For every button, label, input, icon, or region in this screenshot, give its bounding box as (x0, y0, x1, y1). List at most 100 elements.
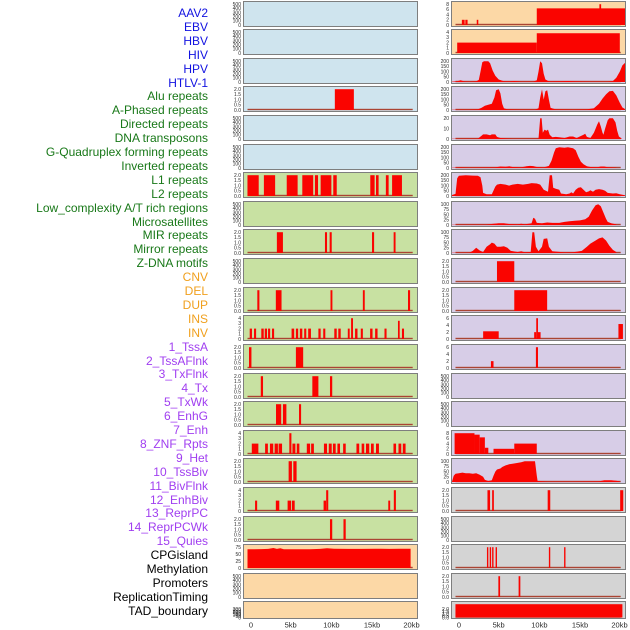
axis-tick-label: 0.0 (234, 308, 241, 314)
axis-tick-label: 2 (238, 327, 241, 333)
track-plot (452, 374, 625, 398)
plot-shape (495, 547, 497, 569)
track-plot (455, 3, 625, 25)
track-box (451, 515, 626, 542)
axis-tick-label: 200 (233, 43, 242, 49)
row-label: 1_TssA (168, 339, 208, 354)
axis-tick-label: 2.0 (234, 402, 241, 408)
plot-shape (534, 332, 537, 340)
axis-tick-label: 500 (233, 2, 242, 8)
plot-shape (489, 547, 492, 569)
axis-tick-label: 3 (238, 322, 241, 328)
axis-tick-label: 10kb (323, 620, 339, 629)
axis-tick-label: 0.5 (234, 418, 241, 424)
row-label: Methylation (146, 562, 208, 577)
plot-shape (452, 146, 617, 168)
axis-tick-label: 200 (233, 272, 242, 278)
axis-tick-label: 500 (233, 30, 242, 36)
plot-shape (249, 347, 252, 368)
plot-shape (337, 443, 341, 454)
axis-tick-label: 100 (441, 459, 450, 465)
axis-tick-label: 0 (238, 509, 241, 515)
axis-tick-label: 1.5 (442, 550, 449, 556)
track-plot (247, 490, 413, 512)
track-box (451, 401, 626, 428)
axis-tick-label: 0 (446, 337, 449, 343)
track-box (243, 200, 418, 227)
plot-shape (535, 347, 538, 368)
axis-tick-label: 2.0 (234, 345, 241, 351)
row-label: L2 repeats (151, 186, 208, 201)
track-plot (455, 289, 621, 311)
row-label: DUP (182, 297, 208, 312)
axis-tick-label: 100 (233, 161, 242, 167)
axis-tick-label: 0 (446, 366, 449, 372)
axis-tick-label: 0 (446, 137, 449, 143)
track-box (243, 0, 418, 27)
plot-shape (518, 576, 521, 597)
plot-shape (347, 328, 350, 340)
plot-shape (564, 547, 566, 569)
plot-shape (334, 89, 354, 111)
plot-shape (289, 432, 292, 454)
axis-tick-label: 500 (233, 574, 242, 580)
axis-tick-label: 0 (446, 480, 449, 486)
axis-tick-label: 1.0 (442, 498, 449, 504)
track-plot (454, 432, 621, 454)
plot-shape (251, 443, 259, 454)
axis-tick-label: 4 (446, 323, 449, 329)
plot-shape (265, 443, 268, 454)
track-box (451, 315, 626, 342)
axis-tick-label: 100 (233, 276, 242, 282)
plot-shape (295, 328, 299, 340)
axis-tick-label: 0 (238, 337, 241, 343)
row-label: G-Quadruplex forming repeats (45, 145, 208, 160)
axis-tick-label: 1.0 (234, 355, 241, 361)
track-plot (247, 175, 413, 197)
axis-tick-label: 1.5 (234, 379, 241, 385)
plot-shape (548, 547, 551, 569)
plot-shape (320, 175, 332, 197)
axis-tick-label: 0.0 (442, 595, 449, 601)
axis-tick-label: 0 (238, 165, 241, 171)
plot-shape (292, 443, 296, 454)
axis-tick-label: 0 (446, 537, 449, 543)
axis-tick-label: 4 (238, 488, 241, 494)
axis-tick-label: 0 (238, 595, 241, 601)
row-label: TAD_boundary (128, 603, 208, 618)
axis-tick-label: 1.0 (442, 611, 449, 617)
plot-shape (287, 500, 292, 512)
plot-shape (247, 366, 413, 369)
axis-tick-label: 50 (443, 160, 449, 166)
plot-shape (536, 33, 620, 54)
axis-tick-label: 0 (238, 137, 241, 143)
plot-shape (457, 42, 537, 54)
track-plot (244, 574, 417, 598)
plot-shape (465, 19, 468, 25)
track-plot (455, 318, 623, 340)
axis-tick-label: 500 (233, 259, 242, 265)
axis-tick-label: 75 (443, 207, 449, 213)
row-label: 15_Quies (156, 534, 208, 549)
axis-tick-label: 2 (446, 17, 449, 23)
plot-shape (247, 175, 259, 197)
track-plot (244, 259, 417, 283)
row-label: Alu repeats (147, 89, 208, 104)
track-plot (247, 461, 413, 483)
axis-tick-label: 0 (238, 223, 241, 229)
axis-tick-label: 1.5 (442, 493, 449, 499)
axis-tick-label: 100 (441, 155, 450, 161)
plot-shape (312, 375, 319, 397)
axis-tick-label: 2.0 (442, 607, 449, 613)
axis-tick-label: 20 (443, 116, 449, 122)
track-plot (452, 118, 622, 140)
track-box (243, 86, 418, 113)
axis-tick-label: 0.5 (234, 303, 241, 309)
plot-shape (484, 447, 489, 454)
